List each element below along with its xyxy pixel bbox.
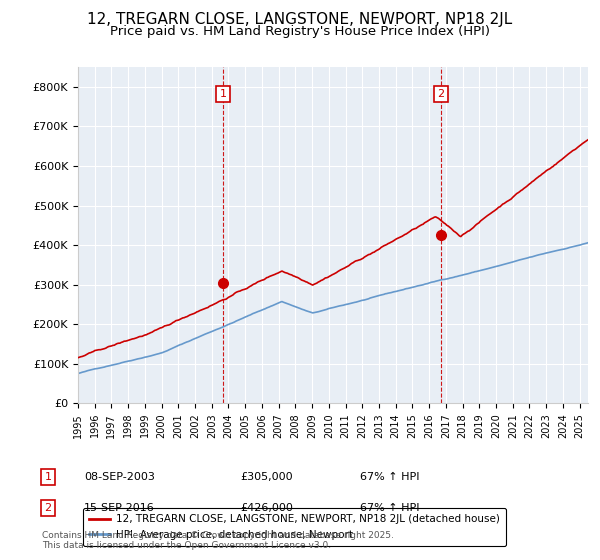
Text: £426,000: £426,000 xyxy=(240,503,293,513)
Text: Price paid vs. HM Land Registry's House Price Index (HPI): Price paid vs. HM Land Registry's House … xyxy=(110,25,490,38)
Text: Contains HM Land Registry data © Crown copyright and database right 2025.
This d: Contains HM Land Registry data © Crown c… xyxy=(42,530,394,550)
Text: £305,000: £305,000 xyxy=(240,472,293,482)
Text: 2: 2 xyxy=(44,503,52,513)
Text: 15-SEP-2016: 15-SEP-2016 xyxy=(84,503,155,513)
Text: 12, TREGARN CLOSE, LANGSTONE, NEWPORT, NP18 2JL: 12, TREGARN CLOSE, LANGSTONE, NEWPORT, N… xyxy=(88,12,512,27)
Text: 67% ↑ HPI: 67% ↑ HPI xyxy=(360,472,419,482)
Text: 1: 1 xyxy=(220,89,227,99)
Text: 67% ↑ HPI: 67% ↑ HPI xyxy=(360,503,419,513)
Text: 08-SEP-2003: 08-SEP-2003 xyxy=(84,472,155,482)
Text: 2: 2 xyxy=(437,89,445,99)
Text: 1: 1 xyxy=(44,472,52,482)
Legend: 12, TREGARN CLOSE, LANGSTONE, NEWPORT, NP18 2JL (detached house), HPI: Average p: 12, TREGARN CLOSE, LANGSTONE, NEWPORT, N… xyxy=(83,508,506,546)
